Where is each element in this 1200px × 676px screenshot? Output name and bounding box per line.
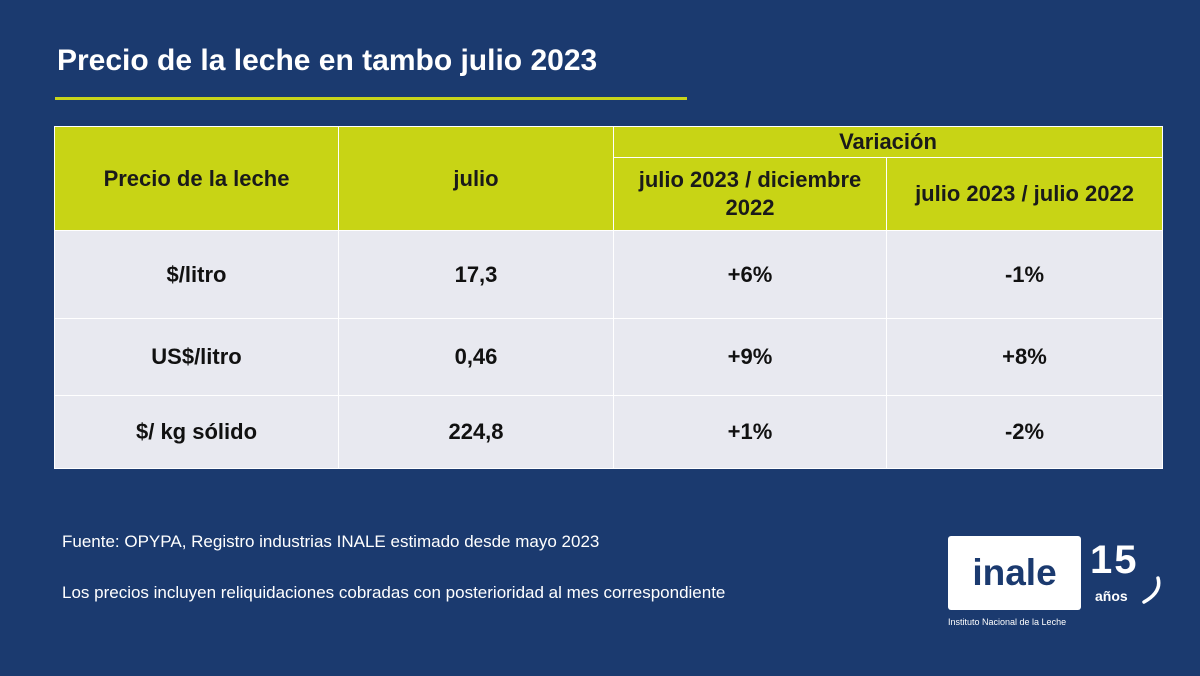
anniversary-years: años <box>1095 588 1128 604</box>
inale-logo: inale <box>948 536 1081 610</box>
table-row: US$/litro 0,46 +9% +8% <box>54 318 1163 396</box>
header-month: julio <box>338 126 614 231</box>
row-var-dec: +9% <box>613 318 887 396</box>
table-row: $/litro 17,3 +6% -1% <box>54 230 1163 319</box>
logo-wordmark: inale <box>972 552 1057 593</box>
row-value: 17,3 <box>338 230 614 319</box>
title-underline <box>55 97 687 100</box>
header-price: Precio de la leche <box>54 126 339 231</box>
row-var-jul: +8% <box>886 318 1163 396</box>
anniversary-arc-icon <box>1142 576 1161 604</box>
header-variation: Variación <box>613 126 1163 158</box>
logo-subtitle: Instituto Nacional de la Leche <box>948 617 1067 627</box>
row-label: US$/litro <box>54 318 339 396</box>
row-var-dec: +1% <box>613 395 887 469</box>
row-label: $/litro <box>54 230 339 319</box>
anniversary-number: 15 <box>1090 538 1139 582</box>
price-table: Precio de la leche julio Variación julio… <box>54 126 1163 469</box>
header-var-jul: julio 2023 / julio 2022 <box>886 157 1163 231</box>
row-var-jul: -2% <box>886 395 1163 469</box>
slide-title: Precio de la leche en tambo julio 2023 <box>57 44 598 77</box>
header-var-dec: julio 2023 / diciembre 2022 <box>613 157 887 231</box>
row-value: 0,46 <box>338 318 614 396</box>
row-var-dec: +6% <box>613 230 887 319</box>
source-note: Fuente: OPYPA, Registro industrias INALE… <box>62 532 600 551</box>
row-var-jul: -1% <box>886 230 1163 319</box>
row-value: 224,8 <box>338 395 614 469</box>
table-row: $/ kg sólido 224,8 +1% -2% <box>54 395 1163 469</box>
row-label: $/ kg sólido <box>54 395 339 469</box>
header-row-group: Precio de la leche julio Variación <box>54 126 1163 231</box>
price-note: Los precios incluyen reliquidaciones cob… <box>62 583 726 602</box>
header-row-sub: julio 2023 / diciembre 2022 julio 2023 /… <box>55 157 1163 231</box>
